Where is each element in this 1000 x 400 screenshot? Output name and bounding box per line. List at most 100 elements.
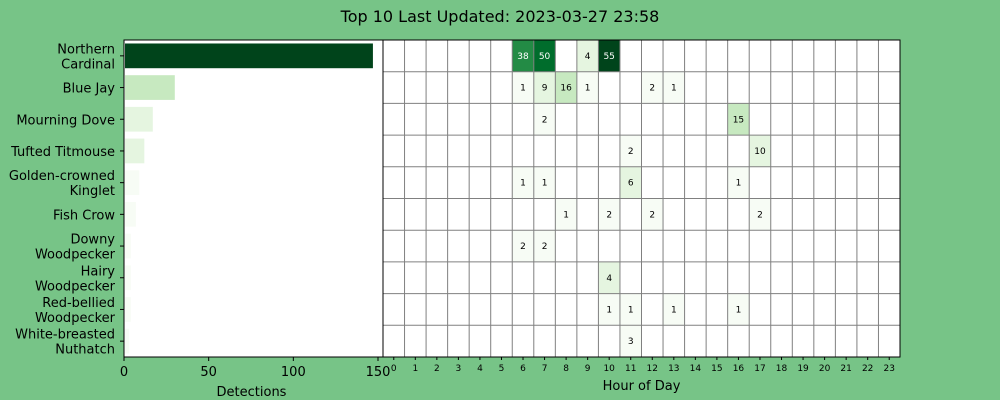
heatmap-cell: [619, 166, 642, 199]
heatmap-cell-value: 3: [628, 337, 634, 347]
heatmap-cell: [576, 40, 599, 72]
heatmap-cell: [533, 103, 556, 136]
species-label: White-breasted Nuthatch: [15, 328, 115, 358]
heatmap-cell: [727, 166, 750, 199]
heatmap-cell: [512, 71, 534, 104]
heatmap-cell: [641, 71, 664, 104]
heatmap-cell: [533, 230, 556, 262]
heatmap-cell-value: 10: [754, 147, 766, 157]
heatmap-cell: [663, 71, 685, 104]
heatmap-cell-value: 1: [671, 305, 677, 315]
hour-tick-label: 1: [412, 364, 418, 374]
hour-tick-label: 22: [862, 364, 873, 374]
hour-tick-label: 10: [603, 364, 615, 374]
hour-tick-label: 18: [776, 364, 788, 374]
heatmap-cell: [619, 325, 642, 357]
heatmap-cell-value: 1: [671, 84, 677, 94]
heatmap-cell: [619, 135, 642, 167]
heatmap-cell: [663, 293, 685, 326]
hour-tick-label: 5: [499, 364, 505, 374]
heatmap-frame: [382, 39, 901, 358]
heatmap-cell-value: 2: [542, 242, 548, 252]
heatmap-cell: [598, 261, 620, 294]
hour-tick-label: 14: [690, 364, 702, 374]
heatmap-cell: [598, 40, 620, 72]
heatmap-cell-value: 50: [539, 52, 551, 62]
heatmap-cell-value: 1: [585, 84, 591, 94]
hour-tick-label: 17: [754, 364, 765, 374]
hour-tick-label: 9: [585, 364, 591, 374]
heatmap-cell: [533, 40, 556, 72]
heatmap-cell: [512, 166, 534, 199]
heatmap-cell-value: 9: [542, 84, 548, 94]
x-tick-label: 0: [120, 365, 128, 380]
heatmap-cell-value: 4: [585, 52, 591, 62]
species-label: Northern Cardinal: [57, 42, 115, 72]
heatmap-cell-value: 6: [628, 179, 634, 189]
heatmap-cell-value: 2: [757, 210, 763, 220]
heatmap-cell-value: 1: [736, 179, 742, 189]
hour-tick-label: 12: [647, 364, 658, 374]
hour-tick-label: 2: [434, 364, 440, 374]
heatmap-cell-value: 2: [542, 115, 548, 125]
hour-tick-label: 4: [477, 364, 483, 374]
heatmap-cell: [598, 293, 620, 326]
heatmap-cell-value: 38: [517, 52, 529, 62]
species-label: Downy Woodpecker: [35, 233, 116, 263]
chart-title: Top 10 Last Updated: 2023-03-27 23:58: [340, 7, 660, 26]
heatmap-cell: [619, 293, 642, 326]
heatmap-cell: [576, 71, 599, 104]
heatmap-cell: [749, 198, 771, 231]
heatmap-cell-value: 1: [736, 305, 742, 315]
detections-bar: [125, 297, 131, 322]
hour-tick-label: 19: [797, 364, 809, 374]
hour-tick-label: 3: [456, 364, 462, 374]
hour-tick-label: 16: [733, 364, 745, 374]
detections-bar: [125, 233, 131, 259]
species-label: Hairy Woodpecker: [35, 264, 116, 294]
detections-bar: [125, 328, 130, 354]
heatmap-cell-value: 15: [733, 115, 744, 125]
hour-tick-label: 0: [391, 364, 397, 374]
heatmap-cell-value: 55: [603, 52, 614, 62]
hour-tick-label: 11: [625, 364, 636, 374]
heatmap-cell-value: 1: [542, 179, 548, 189]
detections-bar: [125, 265, 131, 291]
hour-tick-label: 21: [840, 364, 851, 374]
heatmap-cell-value: 4: [606, 274, 612, 284]
heatmap-cell-value: 1: [520, 179, 526, 189]
heatmap-cell: [727, 293, 750, 326]
heatmap-cell-value: 2: [649, 84, 655, 94]
detections-bar: [125, 138, 145, 164]
heatmap-panel: 38 50 4 551 9 16 1 2 12 152 101 1 6 11 2 2 22 241 1 1 130 1 2 3…: [382, 39, 901, 394]
x-tick-label: 150: [366, 365, 391, 380]
hour-tick-label: 6: [520, 364, 526, 374]
detections-bar: [125, 106, 153, 132]
species-label: Tufted Titmouse: [10, 145, 115, 160]
hour-tick-label: 7: [542, 364, 548, 374]
hour-tick-label: 23: [884, 364, 895, 374]
species-label: Fish Crow: [53, 208, 115, 223]
heatmap-cell: [555, 198, 577, 231]
detections-bar: [125, 201, 136, 227]
detections-bar: [125, 75, 175, 100]
detections-bar: [125, 43, 373, 69]
heatmap-cell-value: 2: [606, 210, 612, 220]
detections-bar: [125, 170, 140, 196]
heatmap-cell-value: 16: [560, 84, 572, 94]
hour-tick-label: 15: [711, 364, 722, 374]
heatmap-cell: [641, 198, 664, 231]
x-tick-label: 100: [281, 365, 306, 380]
heatmap-cell: [533, 166, 556, 199]
species-label: Blue Jay: [63, 82, 116, 97]
hour-tick-label: 13: [668, 364, 679, 374]
heatmap-cell: [512, 40, 534, 72]
heatmap-cell: [555, 71, 577, 104]
heatmap-x-axis-label: Hour of Day: [603, 379, 681, 394]
heatmap-cell-value: 1: [606, 305, 612, 315]
hour-tick-label: 8: [563, 364, 569, 374]
heatmap-cell-value: 1: [563, 210, 569, 220]
heatmap-cell: [749, 135, 771, 167]
hour-tick-label: 20: [819, 364, 831, 374]
